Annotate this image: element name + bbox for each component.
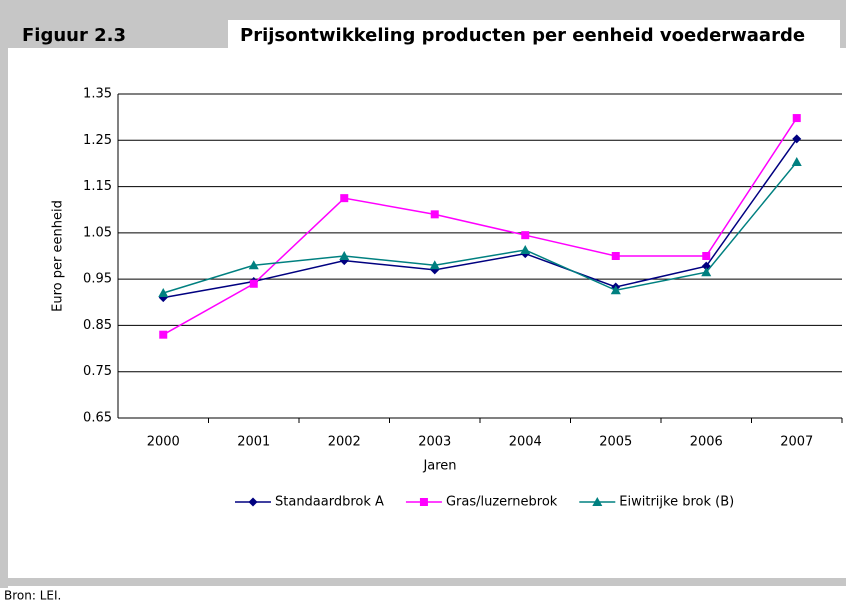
figure-number: Figuur 2.3 [22, 25, 126, 46]
marker [520, 244, 531, 254]
y-tick-label: 0.65 [83, 411, 112, 426]
x-tick-label: 2002 [328, 435, 361, 450]
x-axis-label: Jaren [422, 459, 456, 474]
y-tick-label: 0.85 [83, 318, 112, 333]
marker [429, 260, 440, 270]
marker [248, 497, 258, 507]
marker [340, 194, 349, 203]
y-tick-label: 1.15 [83, 179, 112, 194]
source: Bron: LEI. [4, 589, 61, 603]
marker [701, 267, 712, 277]
legend-label: Standaardbrok A [275, 495, 384, 510]
y-tick-label: 1.05 [83, 225, 112, 240]
marker [430, 210, 439, 219]
series-line [163, 161, 798, 294]
figure-title: Prijsontwikkeling producten per eenheid … [240, 25, 805, 46]
marker [158, 288, 169, 298]
marker [791, 157, 802, 167]
legend-label: Eiwitrijke brok (B) [619, 495, 734, 510]
marker [249, 279, 258, 288]
marker [248, 260, 259, 270]
marker [159, 330, 168, 339]
marker [592, 497, 603, 506]
marker [610, 285, 621, 295]
marker [702, 252, 711, 260]
x-tick-label: 2003 [418, 435, 451, 450]
x-tick-label: 2000 [147, 435, 180, 450]
marker [339, 251, 350, 260]
x-tick-label: 2004 [509, 435, 542, 450]
x-tick-label: 2007 [780, 435, 813, 450]
y-tick-label: 0.95 [83, 272, 112, 287]
y-tick-label: 1.35 [83, 87, 112, 102]
marker [792, 114, 801, 123]
marker [521, 231, 530, 240]
x-tick-label: 2006 [690, 435, 723, 450]
y-tick-label: 0.75 [83, 364, 112, 379]
x-tick-label: 2005 [599, 435, 632, 450]
series-line [162, 117, 798, 336]
series-line [163, 138, 798, 299]
frame-left [0, 48, 8, 588]
y-tick-label: 1.25 [83, 133, 112, 148]
x-tick-label: 2001 [237, 435, 270, 450]
title-box [228, 20, 840, 48]
marker [419, 498, 428, 506]
marker [792, 134, 802, 144]
y-axis-label: Euro per eenheid [51, 200, 66, 312]
marker [611, 252, 620, 260]
frame-bottom [0, 578, 846, 586]
legend-label: Gras/luzernebrok [446, 495, 558, 510]
